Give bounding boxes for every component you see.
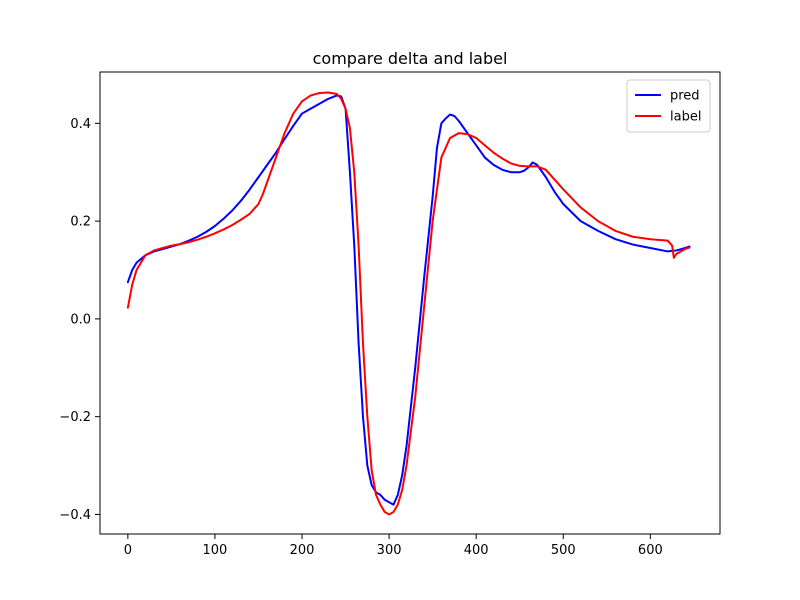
y-tick-label: −0.2 xyxy=(59,410,91,425)
legend-label-pred: pred xyxy=(670,89,700,104)
x-tick-label: 500 xyxy=(551,543,576,558)
y-axis: −0.4 −0.2 0.0 0.2 0.4 xyxy=(59,117,100,523)
x-tick-label: 200 xyxy=(290,543,315,558)
legend-label-label: label xyxy=(670,110,701,125)
x-tick-label: 600 xyxy=(638,543,663,558)
x-axis: 0 100 200 300 400 500 600 xyxy=(124,534,663,558)
y-tick-label: 0.2 xyxy=(70,215,91,230)
x-tick-label: 300 xyxy=(377,543,402,558)
series-line-label xyxy=(126,91,691,516)
axes-frame xyxy=(99,71,721,535)
y-tick-label: −0.4 xyxy=(59,508,91,523)
legend-box xyxy=(626,79,711,133)
x-tick-label: 400 xyxy=(464,543,489,558)
x-tick-label: 0 xyxy=(124,543,132,558)
legend: pred label xyxy=(626,79,711,133)
series-line-pred xyxy=(126,94,691,506)
chart-title: compare delta and label xyxy=(313,49,508,68)
x-tick-label: 100 xyxy=(203,543,228,558)
y-tick-label: 0.4 xyxy=(70,117,91,132)
y-tick-label: 0.0 xyxy=(70,312,91,327)
series-layer xyxy=(126,91,691,516)
